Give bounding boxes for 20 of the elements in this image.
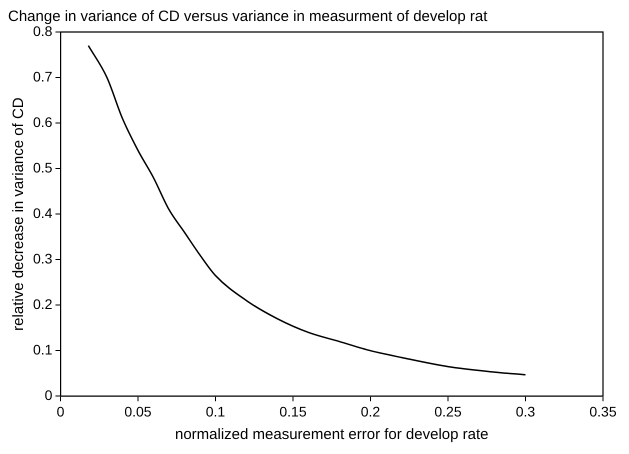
y-tick-label: 0 [44,387,53,404]
line-series [88,44,526,376]
y-tick-label: 0.1 [32,342,53,358]
chart-title: Change in variance of CD versus variance in measurment of develop rat [8,8,488,26]
x-tick-label: 0.3 [516,403,536,420]
x-tick-label: 0.1 [206,403,226,420]
x-tick-label: 0.35 [589,403,617,420]
y-tick-label: 0.7 [32,68,53,84]
x-tick-label: 0.15 [279,403,307,420]
y-tick-label: 0.3 [32,250,53,266]
x-tick-label: 0.25 [434,403,462,420]
x-tick-label: 0.2 [360,403,380,420]
y-tick-label: 0.6 [32,114,53,130]
x-axis-title: normalized measurement error for develop rate [174,426,488,444]
y-tick-label: 0.2 [32,296,53,312]
x-tick-label: 0 [56,403,65,420]
y-tick-label: 0.5 [32,159,53,176]
x-tick-label: 0.05 [124,403,152,420]
y-axis-title: relative decrease in variance of CD [10,97,28,331]
y-tick-label: 0.4 [32,204,53,221]
